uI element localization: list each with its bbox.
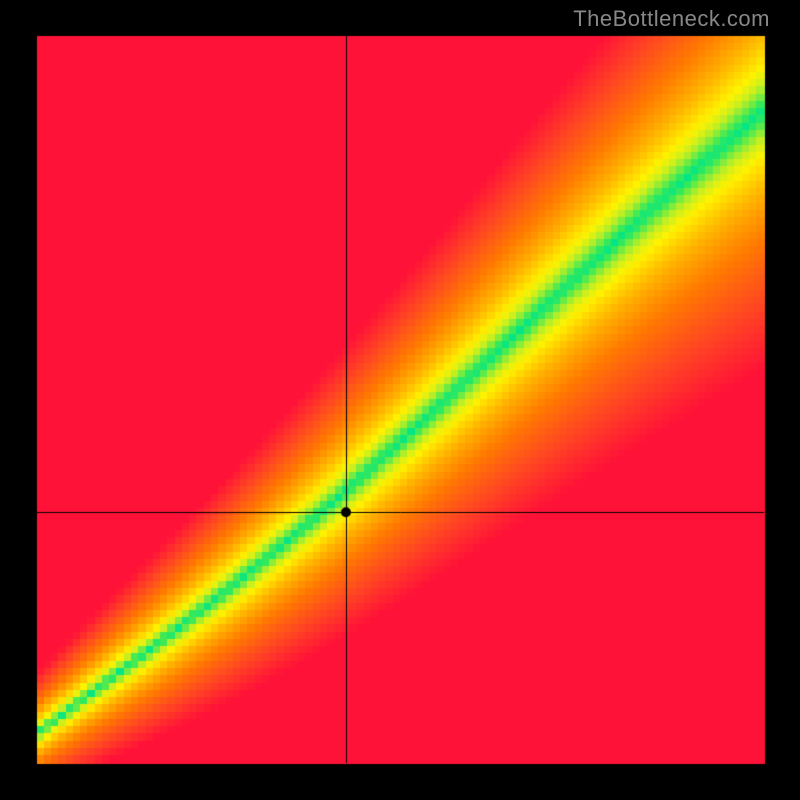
bottleneck-heatmap [0,0,800,800]
chart-container: { "watermark": { "text": "TheBottleneck.… [0,0,800,800]
watermark-text: TheBottleneck.com [573,6,770,32]
